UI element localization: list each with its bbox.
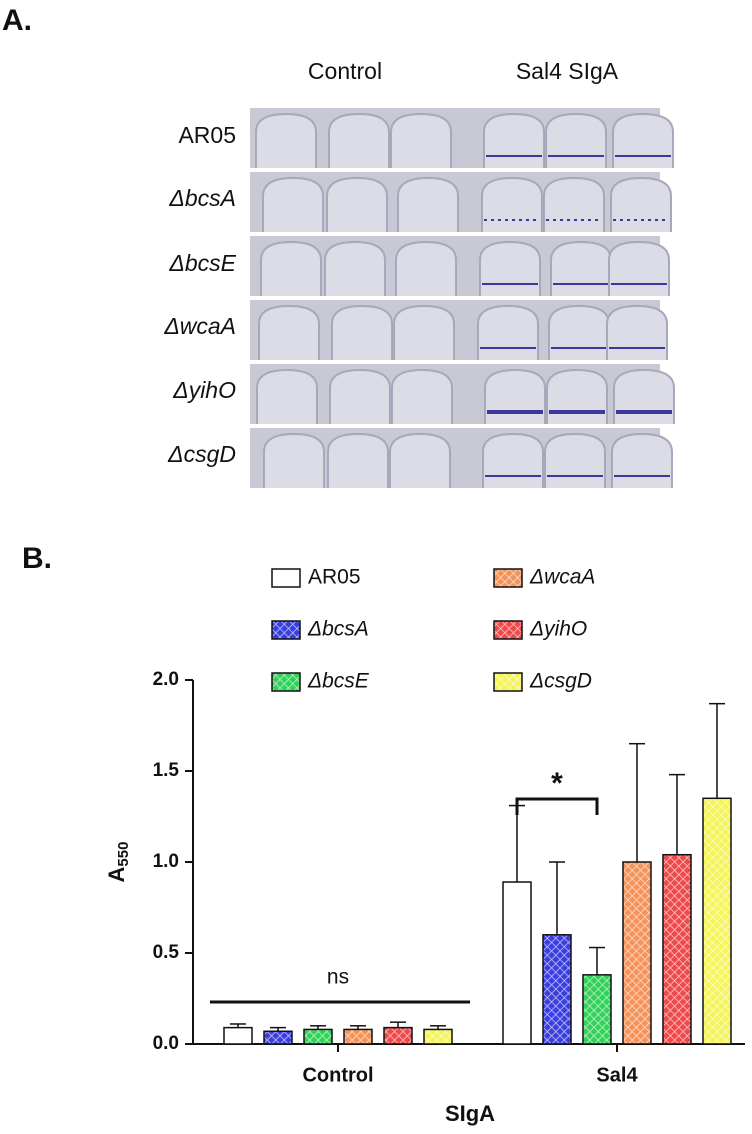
panel-label: A. xyxy=(2,4,32,37)
legend-label: ΔbcsE xyxy=(307,670,370,693)
tube xyxy=(329,368,391,424)
tube xyxy=(397,176,459,232)
y-tick-label: 0.5 xyxy=(153,942,180,963)
column-label: Control xyxy=(308,58,382,84)
bar xyxy=(423,1028,453,1045)
legend-label: ΔcsgD xyxy=(529,670,592,693)
legend-swatch xyxy=(493,620,523,640)
tube xyxy=(331,304,393,360)
tube xyxy=(324,240,386,296)
legend-label: ΔyihO xyxy=(529,618,587,641)
tube xyxy=(612,112,674,168)
tube xyxy=(483,112,545,168)
bar xyxy=(343,1028,373,1045)
tube xyxy=(484,368,546,424)
tube xyxy=(482,432,544,488)
y-tick-label: 2.0 xyxy=(153,669,179,690)
tube xyxy=(391,368,453,424)
row-label: ΔbcsA xyxy=(168,185,236,211)
tube xyxy=(544,432,606,488)
tube xyxy=(260,240,322,296)
row-label: ΔyihO xyxy=(172,377,236,403)
tube xyxy=(545,112,607,168)
tube xyxy=(479,240,541,296)
row-label: AR05 xyxy=(178,122,236,148)
row-label: ΔwcaA xyxy=(163,313,236,339)
legend-label: AR05 xyxy=(308,566,361,589)
legend-swatch xyxy=(271,620,301,640)
x-tick-label: Control xyxy=(302,1064,373,1086)
y-tick-label: 0.0 xyxy=(153,1033,179,1054)
tube xyxy=(255,112,317,168)
panel-label: B. xyxy=(22,542,52,575)
legend-label: ΔwcaA xyxy=(529,566,595,589)
bar xyxy=(223,1026,253,1045)
tube xyxy=(263,432,325,488)
tube xyxy=(389,432,451,488)
tube xyxy=(262,176,324,232)
tube xyxy=(326,176,388,232)
row-label: ΔcsgD xyxy=(167,441,236,467)
tube xyxy=(256,368,318,424)
y-axis-label-subscript: 550 xyxy=(115,842,132,867)
tube xyxy=(550,240,612,296)
tube xyxy=(477,304,539,360)
x-tick-label: Sal4 xyxy=(596,1064,638,1086)
column-label: Sal4 SIgA xyxy=(516,58,619,84)
legend-swatch xyxy=(493,672,523,692)
photo xyxy=(250,108,675,488)
y-axis-label-base: A xyxy=(104,866,129,882)
tube xyxy=(546,368,608,424)
bar xyxy=(502,881,532,1045)
annotation: * xyxy=(551,767,563,800)
tube xyxy=(613,368,675,424)
tube xyxy=(611,432,673,488)
tube xyxy=(548,304,610,360)
tube xyxy=(327,432,389,488)
legend-label: ΔbcsA xyxy=(307,618,369,641)
legend-swatch xyxy=(271,672,301,692)
tube xyxy=(328,112,390,168)
bar xyxy=(702,797,732,1045)
bar xyxy=(622,861,652,1045)
tube xyxy=(610,176,672,232)
tube xyxy=(258,304,320,360)
tube xyxy=(606,304,668,360)
bar xyxy=(303,1028,333,1045)
tube xyxy=(393,304,455,360)
y-axis-label: A550 xyxy=(104,842,132,883)
tube xyxy=(543,176,605,232)
tube xyxy=(395,240,457,296)
x-axis-label: SIgA xyxy=(445,1101,495,1126)
legend-swatch xyxy=(271,568,301,588)
bar xyxy=(263,1030,293,1045)
tube xyxy=(481,176,543,232)
bar xyxy=(383,1026,413,1045)
tube xyxy=(390,112,452,168)
y-tick-label: 1.0 xyxy=(153,851,179,872)
bar xyxy=(542,934,572,1045)
row-label: ΔbcsE xyxy=(168,250,236,276)
bar xyxy=(582,974,612,1045)
legend-swatch xyxy=(493,568,523,588)
significance-bracket xyxy=(515,797,599,815)
annotation: ns xyxy=(327,966,349,989)
y-tick-label: 1.5 xyxy=(153,760,180,781)
bar xyxy=(662,853,692,1045)
tube xyxy=(608,240,670,296)
